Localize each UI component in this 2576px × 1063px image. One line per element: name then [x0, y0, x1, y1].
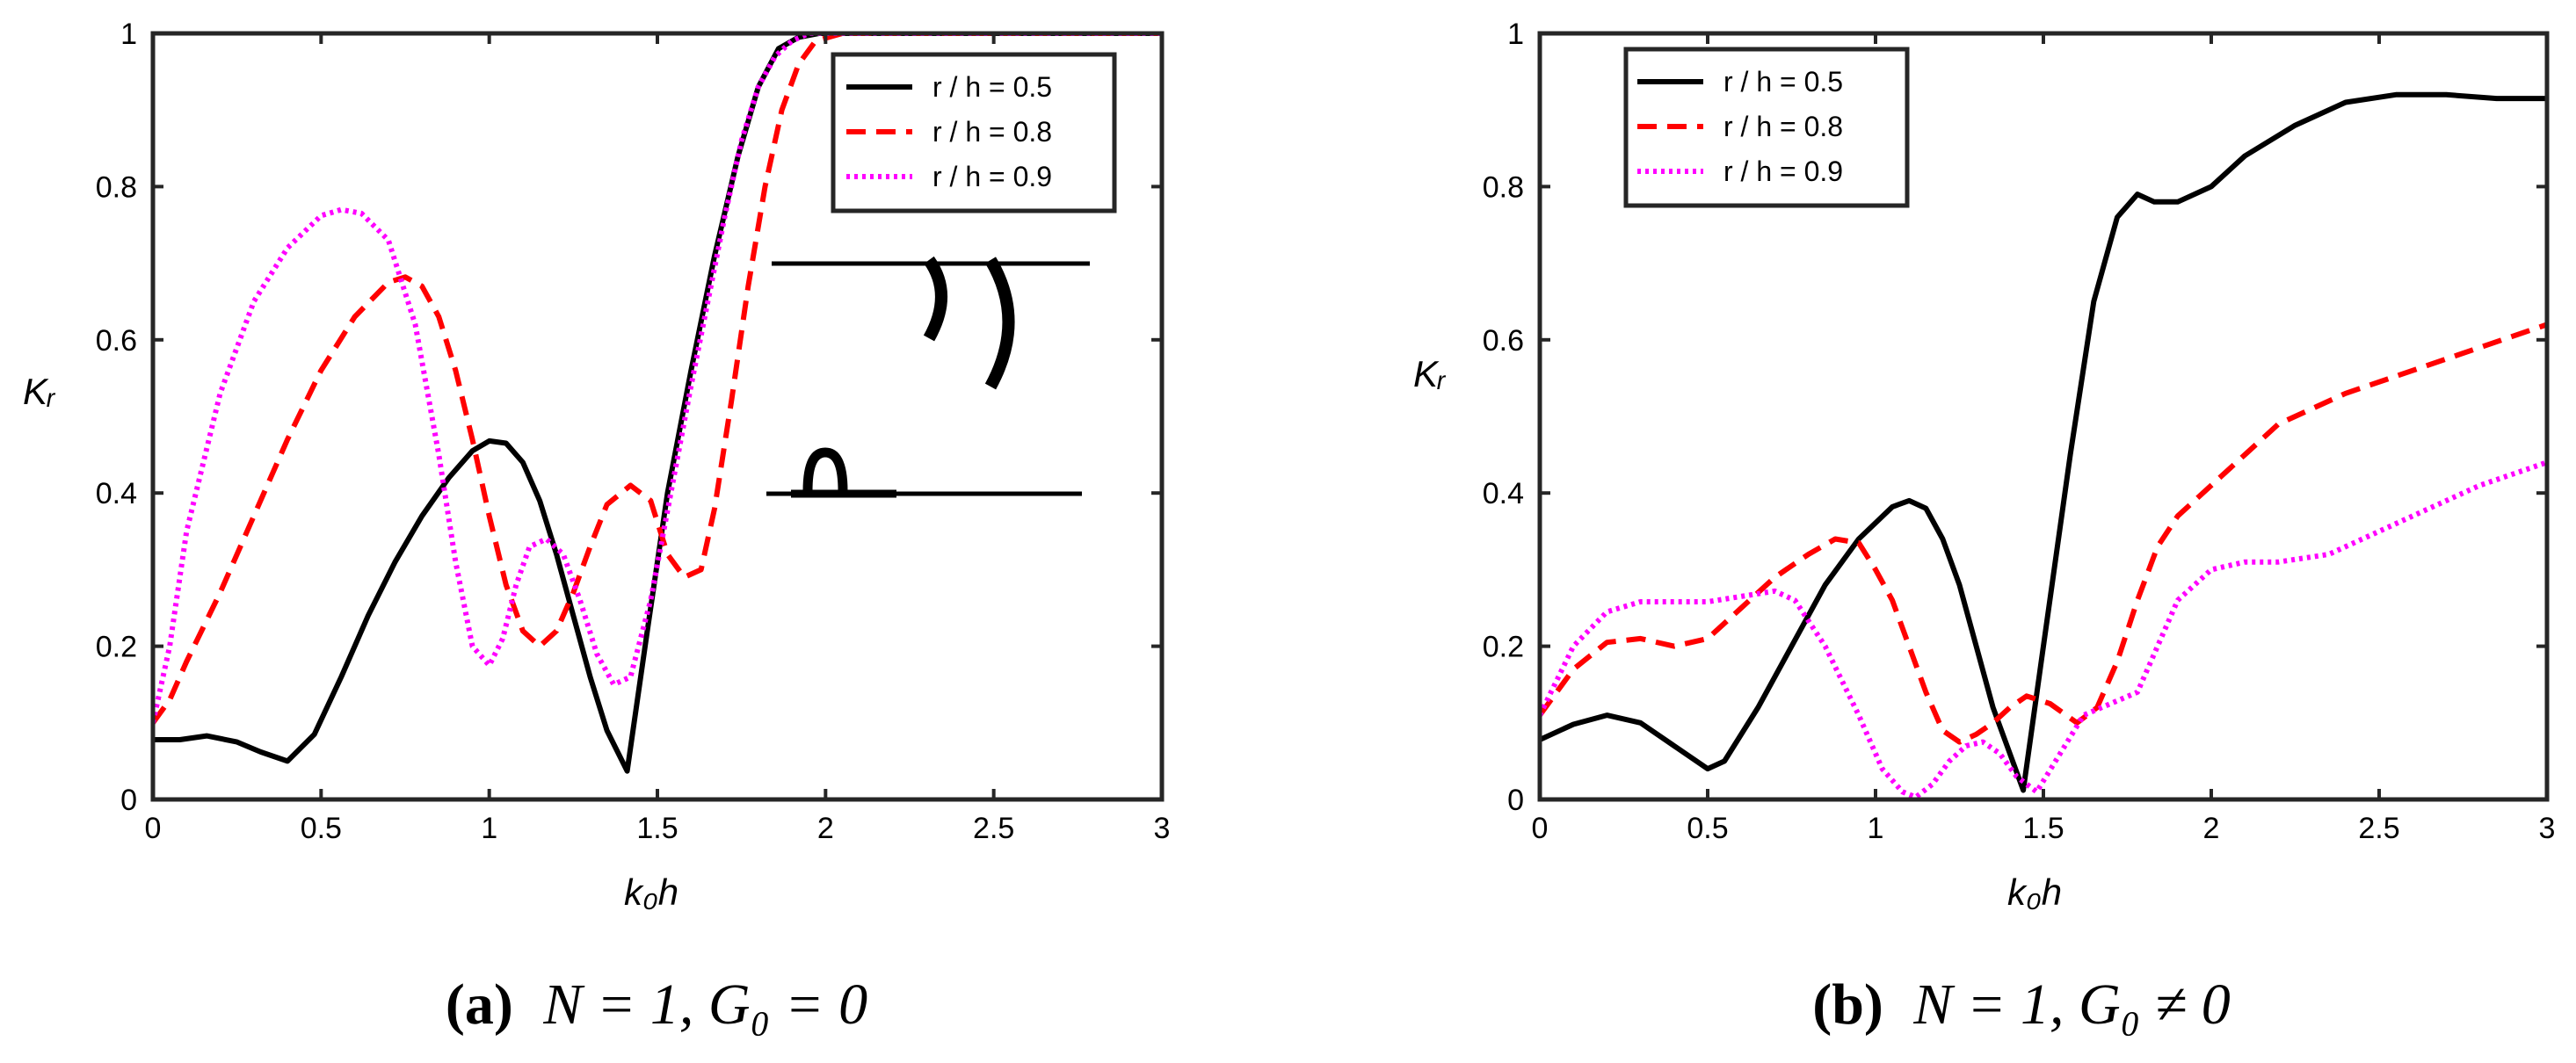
- series-group: [1540, 91, 2547, 799]
- y-tick-label: 0.8: [96, 170, 137, 204]
- panel-a-inset-schematic: [766, 256, 1090, 498]
- x-tick-label: 1.5: [636, 812, 678, 845]
- panel-a-caption-text: N = 1, G₀ = 0: [542, 973, 867, 1037]
- panel-a-caption: (a) N = 1, G₀ = 0: [446, 973, 867, 1037]
- legend-label-2: r / h = 0.9: [932, 161, 1052, 192]
- panel-a-x-axis-label: k₀h: [624, 871, 678, 913]
- series-line-2: [153, 33, 1162, 724]
- x-tick-label: 0: [145, 812, 162, 845]
- panel-a-plot-area: 0 0.5 1 1.5 2 2.5 3 0 0.2 0.4 0.6 0.8 1: [96, 18, 1171, 845]
- y-tick-label: 0.2: [1483, 631, 1524, 664]
- series-line-1: [1540, 322, 2547, 745]
- y-tick-label: 0.8: [1483, 170, 1524, 204]
- y-tick-label: 0: [120, 784, 137, 817]
- x-tick-label: 0.5: [301, 812, 342, 845]
- panel-b-legend: r / h = 0.5 r / h = 0.8 r / h = 0.9: [1623, 47, 1910, 208]
- y-tick-label: 1: [1507, 18, 1524, 51]
- y-tick-label: 0: [1507, 784, 1524, 817]
- x-tick-label: 2: [2203, 812, 2220, 845]
- series-line-0: [1540, 91, 2547, 793]
- panel-b-caption-text: N = 1, G₀ ≠ 0: [1912, 973, 2230, 1037]
- legend-label-1: r / h = 0.8: [1723, 111, 1843, 142]
- inset-right-curved-plate: [984, 257, 1015, 390]
- series-line-1: [153, 33, 1162, 725]
- x-tick-label: 0: [1532, 812, 1549, 845]
- x-tick-label: 1.5: [2022, 812, 2064, 845]
- series-group: [153, 33, 1162, 774]
- inset-left-curved-plate: [923, 256, 947, 342]
- panel-b-y-axis-label: Kᵣ: [1413, 353, 1447, 394]
- panel-b-caption-label: (b): [1812, 973, 1883, 1037]
- legend-label-0: r / h = 0.5: [1723, 66, 1843, 98]
- panel-b-x-axis-label: k₀h: [2007, 871, 2062, 913]
- x-tick-label: 2.5: [2358, 812, 2399, 845]
- panel-b-caption: (b) N = 1, G₀ ≠ 0: [1812, 973, 2231, 1037]
- legend-label-2: r / h = 0.9: [1723, 155, 1843, 187]
- panel-a-chart: 0 0.5 1 1.5 2 2.5 3 0 0.2 0.4 0.6 0.8 1 r / h = 0.5 …: [23, 18, 1170, 1037]
- y-tick-label: 0.4: [96, 477, 137, 510]
- panel-b-plot-area: 0 0.5 1 1.5 2 2.5 3 0 0.2 0.4 0.6 0.8 1: [1483, 18, 2556, 845]
- panel-b-chart: 0 0.5 1 1.5 2 2.5 3 0 0.2 0.4 0.6 0.8 1 r / h = 0.5 …: [1413, 18, 2555, 1037]
- series-line-0: [153, 33, 1162, 774]
- legend-label-0: r / h = 0.5: [932, 71, 1052, 103]
- series-line-2: [1540, 459, 2547, 799]
- inset-semicircle-plate: [802, 447, 848, 492]
- x-tick-label: 2.5: [973, 812, 1014, 845]
- y-tick-label: 1: [120, 18, 137, 51]
- panel-a-caption-label: (a): [446, 973, 513, 1037]
- y-tick-label: 0.4: [1483, 477, 1524, 510]
- y-tick-label: 0.2: [96, 631, 137, 664]
- x-tick-label: 3: [2539, 812, 2556, 845]
- y-tick-label: 0.6: [96, 324, 137, 358]
- panel-a-y-axis-label: Kᵣ: [23, 371, 56, 412]
- x-tick-label: 2: [817, 812, 834, 845]
- x-tick-label: 1: [1868, 812, 1884, 845]
- y-tick-label: 0.6: [1483, 324, 1524, 358]
- x-tick-label: 3: [1154, 812, 1171, 845]
- x-tick-label: 0.5: [1687, 812, 1728, 845]
- x-tick-label: 1: [481, 812, 497, 845]
- legend-label-1: r / h = 0.8: [932, 116, 1052, 148]
- panel-a-legend: r / h = 0.5 r / h = 0.8 r / h = 0.9: [831, 52, 1117, 213]
